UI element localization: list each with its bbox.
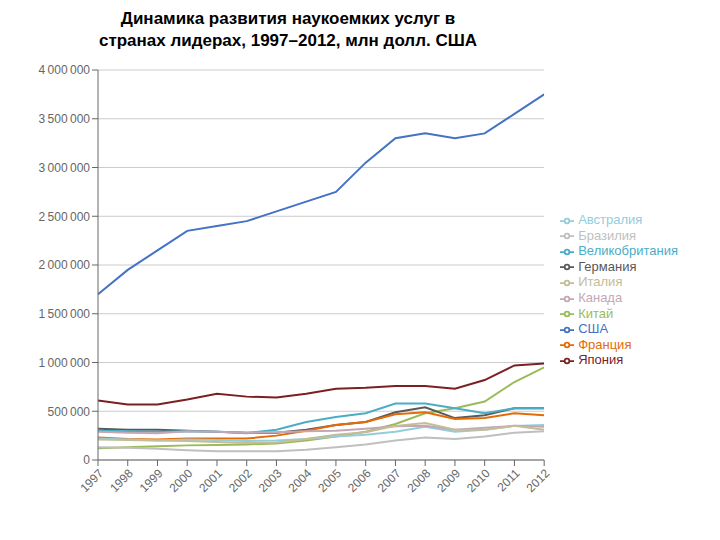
svg-text:2006: 2006 bbox=[345, 466, 374, 495]
svg-text:2 000 000: 2 000 000 bbox=[38, 258, 90, 272]
svg-text:2002: 2002 bbox=[226, 466, 255, 495]
html-text:Бразилия: Бразилия bbox=[578, 227, 637, 243]
svg-text:2008: 2008 bbox=[405, 466, 434, 495]
html-text:Япония: Япония bbox=[578, 352, 624, 368]
svg-text:2003: 2003 bbox=[256, 466, 285, 495]
svg-text:500 000: 500 000 bbox=[48, 405, 91, 419]
svg-text:2011: 2011 bbox=[494, 466, 522, 494]
html-text:странах лидерах, 1997–2012, мл: странах лидерах, 1997–2012, млн долл. СШ… bbox=[99, 31, 477, 50]
svg-text:1999: 1999 bbox=[137, 466, 166, 495]
svg-text:1997: 1997 bbox=[77, 466, 106, 495]
svg-text:2007: 2007 bbox=[375, 466, 404, 495]
svg-text:3 000 000: 3 000 000 bbox=[38, 161, 90, 175]
html-text:Франция: Франция bbox=[578, 336, 632, 352]
svg-text:2004: 2004 bbox=[286, 466, 315, 495]
svg-text:2012: 2012 bbox=[524, 466, 553, 495]
svg-text:4 000 000: 4 000 000 bbox=[38, 63, 90, 77]
html-text:Великобритания: Великобритания bbox=[578, 243, 678, 259]
svg-text:0: 0 bbox=[83, 453, 90, 467]
svg-text:2010: 2010 bbox=[464, 466, 493, 495]
svg-text:1 500 000: 1 500 000 bbox=[38, 307, 90, 321]
html-text:Динамика развития наукоемких у: Динамика развития наукоемких услуг в bbox=[120, 9, 456, 28]
html-text:Италия: Италия bbox=[578, 274, 623, 290]
svg-text:3 500 000: 3 500 000 bbox=[38, 112, 90, 126]
svg-text:2005: 2005 bbox=[315, 466, 344, 495]
html-text:Германия: Германия bbox=[578, 258, 637, 274]
svg-text:2009: 2009 bbox=[434, 466, 463, 495]
svg-text:2 500 000: 2 500 000 bbox=[38, 210, 90, 224]
svg-text:2000: 2000 bbox=[167, 466, 196, 495]
svg-text:2001: 2001 bbox=[196, 466, 225, 495]
svg-text:1998: 1998 bbox=[107, 466, 136, 495]
html-text:Китай: Китай bbox=[578, 305, 614, 321]
html-text:США: США bbox=[578, 321, 609, 337]
svg-text:1 000 000: 1 000 000 bbox=[38, 356, 90, 370]
html-text:Австралия: Австралия bbox=[578, 212, 643, 228]
html-text:Канада: Канада bbox=[578, 290, 623, 305]
